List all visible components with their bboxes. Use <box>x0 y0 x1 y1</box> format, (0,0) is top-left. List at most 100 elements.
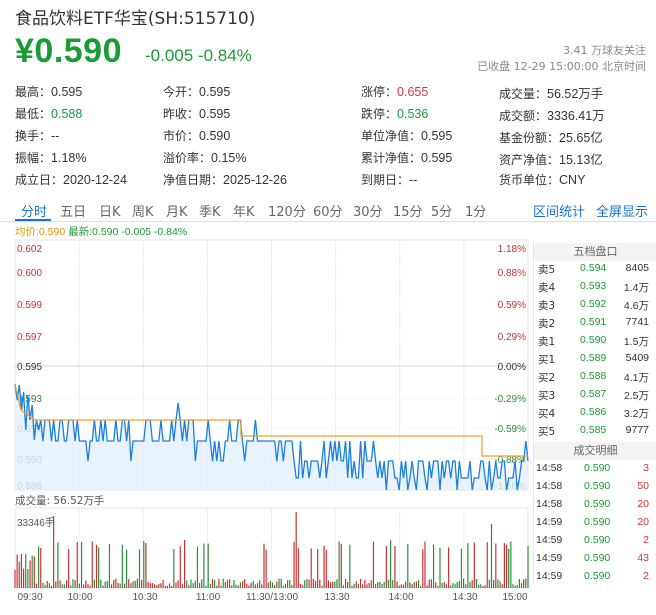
orderbook-label: 买1 <box>538 354 556 366</box>
volume-bar <box>203 543 205 588</box>
volume-bar <box>372 541 375 588</box>
stat-value: 0.595 <box>199 107 231 121</box>
stat-item: 最低：0.588 <box>15 105 82 122</box>
volume-bar <box>362 584 364 588</box>
tab-4[interactable]: 月K <box>166 205 188 220</box>
stat-value: CNY <box>559 173 586 187</box>
volume-bar <box>196 546 199 588</box>
volume-bar <box>186 580 188 588</box>
volume-bar <box>375 583 377 588</box>
volume-bar <box>405 581 407 588</box>
volume-bar <box>46 580 48 588</box>
volume-bar <box>368 582 370 588</box>
trade-time: 14:58 <box>536 462 563 474</box>
fund-title: 食品饮料ETF华宝(SH:515710) <box>15 9 256 29</box>
volume-bar <box>175 582 177 588</box>
stat-label: 资产净值： <box>499 153 560 167</box>
time-tick-label: 13:30 <box>324 592 349 603</box>
volume-bar <box>422 549 424 588</box>
volume-bar <box>460 548 463 588</box>
volume-bar <box>510 541 512 588</box>
time-tick-label: 11:30/13:00 <box>246 592 299 603</box>
tab-12[interactable]: 1分 <box>465 205 487 220</box>
volume-bar <box>76 541 78 588</box>
tab-5[interactable]: 季K <box>199 205 221 220</box>
volume-bar <box>293 541 295 588</box>
trade-row: 14:59 0.590 20 <box>534 514 656 532</box>
tab-10[interactable]: 15分 <box>393 205 423 220</box>
orderbook-price: 0.590 <box>580 334 607 346</box>
volume-bar <box>512 584 514 588</box>
stat-label: 成交量： <box>499 87 548 101</box>
volume-bar <box>235 584 237 588</box>
stat-item: 今开：0.595 <box>163 83 230 100</box>
range-stats-link[interactable]: 区间统计 <box>533 205 586 220</box>
volume-bar <box>55 581 57 588</box>
stat-value: 56.52万手 <box>547 87 604 101</box>
tab-1[interactable]: 五日 <box>60 205 87 220</box>
stat-label: 成交额： <box>499 109 548 123</box>
volume-bar <box>153 584 156 588</box>
orderbook-price: 0.585 <box>580 424 607 436</box>
volume-bar <box>458 580 460 588</box>
volume-bar <box>91 541 93 588</box>
orderbook-row: 卖4 0.593 1.4万 <box>534 278 656 296</box>
volume-bar <box>119 583 121 588</box>
volume-bar <box>244 579 246 588</box>
volume-bar <box>353 583 355 588</box>
volume-bar <box>329 582 332 588</box>
tab-8[interactable]: 60分 <box>313 205 343 220</box>
fullscreen-link[interactable]: 全屏显示 <box>596 205 649 220</box>
volume-bar <box>383 581 385 588</box>
tab-0[interactable]: 分时 <box>21 205 48 220</box>
volume-bar <box>93 579 96 588</box>
tab-11[interactable]: 5分 <box>431 205 453 220</box>
orderbook-row: 买4 0.586 3.2万 <box>534 404 656 422</box>
volume-bar <box>126 549 128 588</box>
volume-bar <box>224 581 226 588</box>
active-tab-indicator <box>15 219 51 221</box>
volume-bar <box>314 581 317 588</box>
stat-value: 0.595 <box>421 129 453 143</box>
volume-bar <box>381 583 383 588</box>
volume-bar <box>349 544 351 588</box>
orderbook-row: 买2 0.588 4.1万 <box>534 368 656 386</box>
volume-bar <box>188 584 190 588</box>
current-price: ¥0.590 <box>15 32 122 70</box>
tab-2[interactable]: 日K <box>99 205 121 220</box>
volume-bar <box>411 584 413 588</box>
tab-7[interactable]: 120分 <box>268 205 306 220</box>
volume-bar <box>503 543 505 588</box>
stat-label: 净值日期： <box>163 173 224 187</box>
volume-bar <box>465 584 467 588</box>
stat-item: 最高：0.595 <box>15 83 82 100</box>
stat-item: 到期日：-- <box>361 171 417 188</box>
tab-6[interactable]: 年K <box>233 205 255 220</box>
volume-bar <box>95 544 98 588</box>
volume-bar <box>192 583 194 588</box>
orderbook-label: 买2 <box>538 372 556 384</box>
stat-item: 涨停：0.655 <box>361 83 428 100</box>
legend-avg: 均价:0.590 <box>15 226 66 238</box>
volume-bar <box>432 544 435 588</box>
volume-bar <box>123 583 126 588</box>
orderbook-row: 买3 0.587 2.5万 <box>534 386 656 404</box>
price-tick-label: 0.602 <box>17 244 42 255</box>
tab-9[interactable]: 30分 <box>353 205 383 220</box>
volume-bar <box>428 579 430 588</box>
orderbook-price: 0.587 <box>580 388 607 400</box>
volume-bar <box>14 569 16 588</box>
volume-bar <box>222 578 224 588</box>
volume-bar <box>505 544 508 588</box>
volume-bar <box>390 540 392 588</box>
volume-bar <box>254 584 257 588</box>
orderbook-price: 0.589 <box>580 352 607 364</box>
volume-bar <box>420 585 422 588</box>
avg-line <box>14 383 528 457</box>
volume-bar <box>83 584 85 588</box>
volume-bar <box>194 580 196 588</box>
orderbook-price: 0.593 <box>580 280 607 292</box>
volume-bar <box>179 546 181 588</box>
tab-3[interactable]: 周K <box>132 205 154 220</box>
